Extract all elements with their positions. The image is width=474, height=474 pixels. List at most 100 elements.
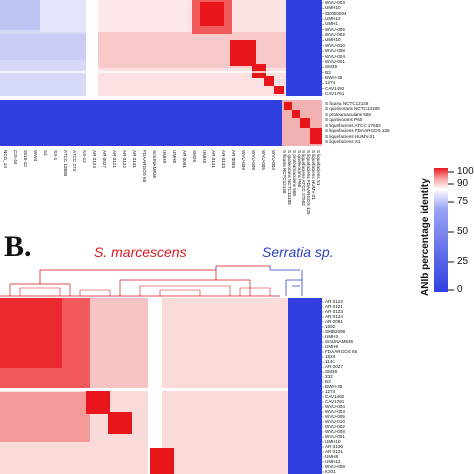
panel-b-blue-strip [288,298,322,474]
row-label: WVU-001 [325,58,345,64]
row-label: AR 0027 [325,364,343,369]
column-label: AR 0121 [112,150,118,168]
panel-b-diag-block-2 [108,412,132,434]
dendro-red-leaves [19,285,271,296]
legend-tick-0: 0 [457,284,463,295]
column-label: AR 0141 [211,150,217,168]
legend-ticks [448,171,454,291]
row-label: AR 0124 [325,314,343,319]
column-label: SmUNAM836 [151,150,157,179]
row-label: SE000094 [325,10,347,16]
row-label: WVU-005 [325,26,345,32]
legend-tick-75: 75 [457,196,469,207]
panel-b-diag-block-3 [150,448,174,474]
row-label: 1274 [325,389,336,394]
panel-a-block-blue-band [0,34,86,60]
row-label: UMH8 [325,454,339,459]
row-label: CAV1761 [325,399,345,404]
row-label: CAV1492 [325,394,345,399]
row-label: WVU-005 [325,414,345,419]
dendro-red-branches [9,279,251,296]
row-label: S ficaria NCTC12148 [325,101,369,106]
panel-a-block-blue-light [40,0,86,32]
row-label: AR 0121 [325,304,343,309]
row-label: AR 0123 [325,309,343,314]
column-label: UMH8 [171,150,177,164]
row-label: SM39 [325,369,338,374]
column-label: S4 [42,150,48,156]
row-label: S liquefaciens HUMV-21 [325,133,375,139]
row-label: UMH3 [325,334,339,339]
column-label: AR 0122 [122,150,128,168]
panel-a-others-diag-2 [292,110,300,118]
panel-a-white-column [86,0,98,96]
panel-b-pink-block-1 [90,298,148,388]
panel-a-diag-block-1-core [200,2,224,26]
legend-title: ANIb percentage identity [420,178,431,296]
row-label: CAV1761 [325,91,345,96]
panel-b-dendrogram [0,265,303,297]
row-label: B3 [325,379,331,384]
column-label: UMH3 [201,150,207,164]
panel-a-diag-block-4 [264,76,274,86]
row-label: WVU-003 [325,409,345,414]
row-label: S liquefaciens ATCC 27592 [325,122,381,128]
panel-b-diag-block-1 [86,390,110,414]
panel-b-heatmap [0,298,322,474]
row-label: WVU-004 [325,53,345,59]
row-label: WVU-009 [325,464,345,469]
row-label: 1274 [325,80,336,86]
row-label: S quinivorans NCTC13188 [325,106,380,112]
row-label: SMB2099 [325,329,346,334]
row-label: S quinivorans P60 [325,117,363,123]
panel-a-heatmap [0,0,322,146]
row-label: WVU-002 [325,424,345,429]
row-label: S proteamaculans 568 [325,111,371,117]
row-label: WVU-010 [325,42,345,48]
row-label: UMH12 [325,16,341,22]
panel-b-white-column [148,298,162,474]
panel-b-row-ticks [322,301,324,473]
row-label: WVU-003 [325,0,345,5]
column-label: WVU-004 [271,150,276,170]
row-label: UMH9 [325,344,339,349]
legend-tick-25: 25 [457,256,469,267]
column-label: SS-1 [52,150,58,161]
column-label: ATCC 13880 [62,150,68,177]
legend-tick-50: 50 [457,226,469,237]
row-label: UMH10 [325,37,341,43]
column-label: WW4 [32,150,38,162]
row-label: AR 0122 [325,299,343,304]
column-label: NCG_14 [3,150,8,168]
panel-b-red-block-core [0,298,62,368]
row-label: 114c [325,359,335,364]
row-label: S liquefaciens S1 [325,139,361,144]
row-label: UMH10 [325,5,341,11]
column-label: AR 0027 [102,150,108,168]
panel-a-separator [0,96,322,100]
row-label: BWH-35 [325,384,343,389]
legend-colorbar [434,168,448,292]
panel-a-block-blue-deep [0,0,40,30]
row-label: WVU-002 [325,32,345,38]
row-label: AR 0091 [325,319,343,324]
group-label-marcescens: S. marcescens [94,244,187,260]
panel-a-others-diag-1 [284,102,292,110]
column-label: S proteamaculans 568 [291,150,297,196]
row-label: S liquefaciens FDAARGOS 125 [325,128,390,134]
row-label: SM39 [325,64,338,70]
row-label: CAV1492 [325,85,345,91]
column-label: SM25 [191,150,197,163]
panel-a-diag-block-3 [252,64,266,78]
panel-a-block-pink-light [86,0,186,32]
row-label: WVU-004 [325,404,345,409]
column-label: AR 0124 [92,150,98,168]
panel-b-letter: B. [4,230,32,263]
column-label: ATCC 274 [72,150,78,172]
column-label: AR 0093 [231,150,237,168]
panel-a-blue-bottom [0,100,282,146]
row-label: B3 [325,69,331,75]
row-label: UMH12 [325,459,341,464]
